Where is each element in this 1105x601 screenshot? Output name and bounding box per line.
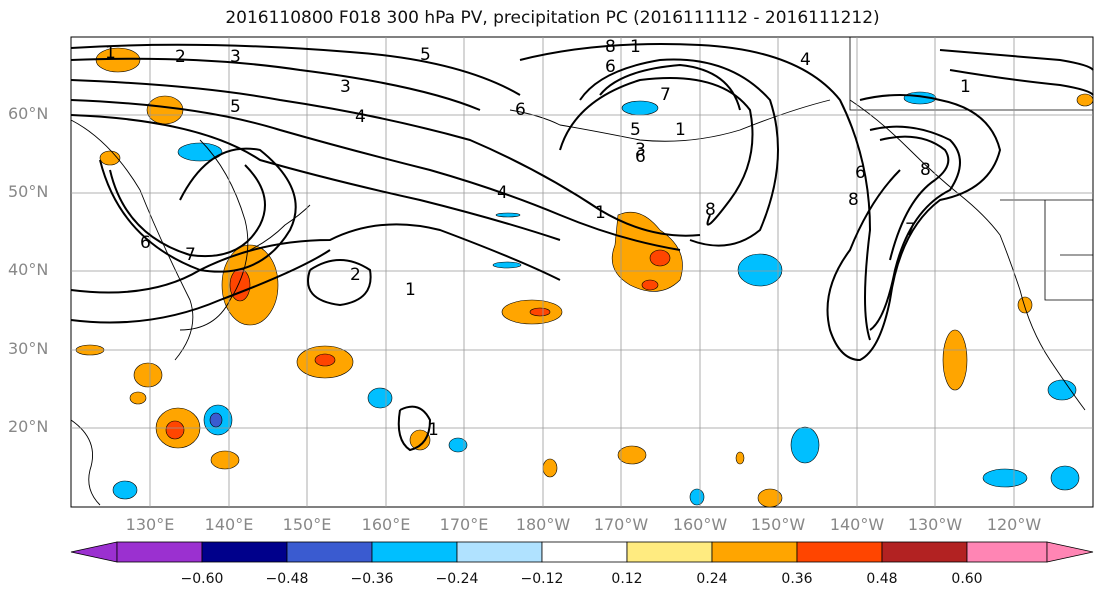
colorbar-bin — [541, 541, 628, 563]
colorbar-tick: −0.12 — [520, 571, 564, 587]
contour-label: 1 — [960, 77, 971, 97]
colorbar-under — [70, 541, 118, 563]
contour-label: 3 — [230, 47, 241, 67]
colorbar-bin — [966, 541, 1048, 563]
lon-label: 160°W — [672, 515, 728, 534]
contour-label: 2 — [350, 265, 361, 285]
lon-label: 130°W — [907, 515, 963, 534]
colorbar-bin — [796, 541, 883, 563]
contour-label: 1 — [105, 43, 116, 63]
contour-label: 3 — [635, 140, 646, 160]
contour-label: 7 — [905, 220, 916, 240]
colorbar-bin — [286, 541, 373, 563]
colorbar-bin — [116, 541, 203, 563]
coastlines — [70, 99, 1086, 506]
contour-label: 6 — [515, 100, 526, 120]
contour-label: 6 — [855, 163, 866, 183]
lat-label: 30°N — [8, 339, 49, 358]
colorbar-tick: −0.48 — [265, 571, 309, 587]
contour-label: 1 — [428, 420, 439, 440]
lon-label: 120°W — [986, 515, 1042, 534]
lon-label: 150°W — [750, 515, 806, 534]
pv-contours — [70, 43, 1094, 452]
contour-label: 6 — [635, 147, 646, 167]
contour-label: 1 — [630, 37, 641, 57]
lon-label: 140°E — [204, 515, 254, 534]
colorbar-tick: −0.24 — [435, 571, 479, 587]
map-title: 2016110800 F018 300 hPa PV, precipitatio… — [225, 8, 880, 28]
colorbar-over — [1046, 541, 1094, 563]
colorbar — [70, 541, 1094, 563]
contour-label: 4 — [800, 50, 811, 70]
colorbar-tick: 0.24 — [696, 571, 728, 587]
contour-label: 8 — [848, 190, 859, 210]
lat-label: 40°N — [8, 260, 49, 279]
contour-label: 2 — [175, 47, 186, 67]
precip-negative — [112, 91, 1080, 506]
lon-label: 140°W — [829, 515, 885, 534]
lat-label: 20°N — [8, 417, 49, 436]
contour-label: 8 — [705, 200, 716, 220]
colorbar-tick: 0.36 — [781, 571, 813, 587]
contour-label: 4 — [355, 107, 366, 127]
colorbar-bin — [626, 541, 713, 563]
colorbar-tick: 0.60 — [951, 571, 983, 587]
colorbar-bin — [201, 541, 288, 563]
lon-label: 130°E — [125, 515, 175, 534]
grid-lines — [71, 37, 1093, 507]
colorbar-tick: −0.36 — [350, 571, 394, 587]
contour-label: 1 — [595, 203, 606, 223]
colorbar-bin — [371, 541, 458, 563]
lon-label: 180°W — [515, 515, 571, 534]
contour-label: 8 — [920, 160, 931, 180]
contour-label: 5 — [630, 120, 641, 140]
lon-label: 160°E — [361, 515, 411, 534]
colorbar-tick: 0.12 — [611, 571, 643, 587]
lon-label: 150°E — [282, 515, 332, 534]
colorbar-bin — [881, 541, 968, 563]
borders — [849, 37, 1093, 301]
contour-label: 5 — [420, 45, 431, 65]
contour-label: 4 — [497, 183, 508, 203]
lat-label: 50°N — [8, 182, 49, 201]
colorbar-tick: 0.48 — [866, 571, 898, 587]
lat-label: 60°N — [8, 104, 49, 123]
colorbar-bin — [711, 541, 798, 563]
contour-label: 7 — [185, 245, 196, 265]
contour-label: 6 — [140, 233, 151, 253]
colorbar-bin — [456, 541, 543, 563]
contour-label: 3 — [340, 77, 351, 97]
colorbar-tick: −0.60 — [180, 571, 224, 587]
contour-label: 1 — [675, 120, 686, 140]
contour-label: 7 — [660, 85, 671, 105]
contour-label: 6 — [605, 57, 616, 77]
lon-label: 170°E — [439, 515, 489, 534]
precip-positive — [75, 47, 1094, 508]
contour-label: 1 — [405, 280, 416, 300]
contour-label: 8 — [605, 37, 616, 57]
contour-label: 5 — [230, 97, 241, 117]
lon-label: 170°W — [593, 515, 649, 534]
contour-labels: 1 2 3 5 3 4 5 6 8 1 6 7 5 3 1 6 8 1 4 6 … — [105, 37, 971, 440]
